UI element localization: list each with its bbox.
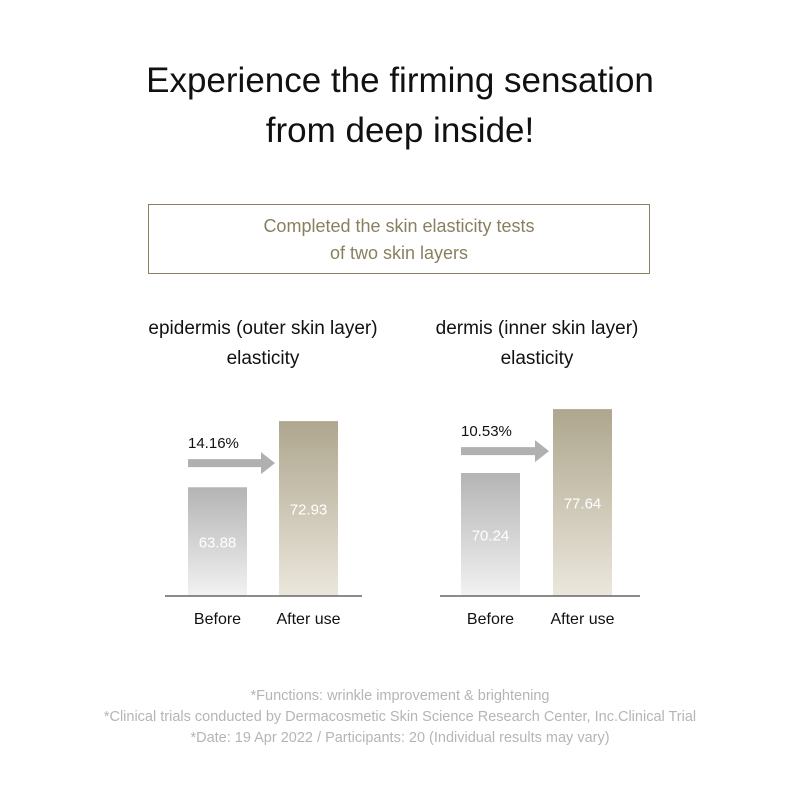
chart-1-category-label-0: Before (194, 611, 241, 628)
footnote-3: *Date: 19 Apr 2022 / Participants: 20 (I… (190, 730, 610, 746)
chart-2-value-label-1: 77.64 (564, 496, 602, 513)
chart-1-title-line-1: epidermis (outer skin layer) (148, 318, 378, 339)
page-title: Experience the firming sensation from de… (0, 56, 800, 156)
chart-1-category-label-1: After use (276, 611, 340, 628)
chart-2-title-line-2: elasticity (500, 348, 574, 369)
chart-1-increase-label: 14.16% (188, 435, 239, 452)
chart-1-title-line-2: elasticity (226, 348, 300, 369)
box-line-2: of two skin layers (329, 243, 469, 263)
title-line-1: Experience the firming sensation (146, 61, 654, 100)
chart-1-bar-after (279, 421, 338, 596)
chart-1-value-label-0: 63.88 (199, 535, 237, 552)
chart-2-bar-before (461, 473, 520, 596)
footnotes: *Functions: wrinkle improvement & bright… (0, 686, 800, 749)
test-summary-box: Completed the skin elasticity tests of t… (148, 204, 650, 274)
title-line-2: from deep inside! (265, 111, 535, 150)
chart-2-increase-label: 10.53% (461, 423, 512, 440)
chart-1-increase-arrow-icon (188, 452, 275, 475)
chart-2-value-label-0: 70.24 (472, 528, 510, 545)
chart-2-title: dermis (inner skin layer) elasticity (387, 314, 687, 374)
chart-2-increase-arrow-icon (461, 440, 549, 463)
chart-2-title-line-1: dermis (inner skin layer) (435, 318, 639, 339)
footnote-2: *Clinical trials conducted by Dermacosme… (103, 709, 697, 725)
footnote-1: *Functions: wrinkle improvement & bright… (250, 688, 550, 704)
chart-2-bar-after (553, 409, 612, 596)
box-line-1: Completed the skin elasticity tests (263, 216, 535, 236)
chart-2-category-label-1: After use (550, 611, 614, 628)
chart-1-title: epidermis (outer skin layer) elasticity (113, 314, 413, 374)
chart-1-bar-before (188, 487, 247, 596)
chart-1-value-label-1: 72.93 (290, 502, 328, 519)
chart-2-category-label-0: Before (467, 611, 514, 628)
